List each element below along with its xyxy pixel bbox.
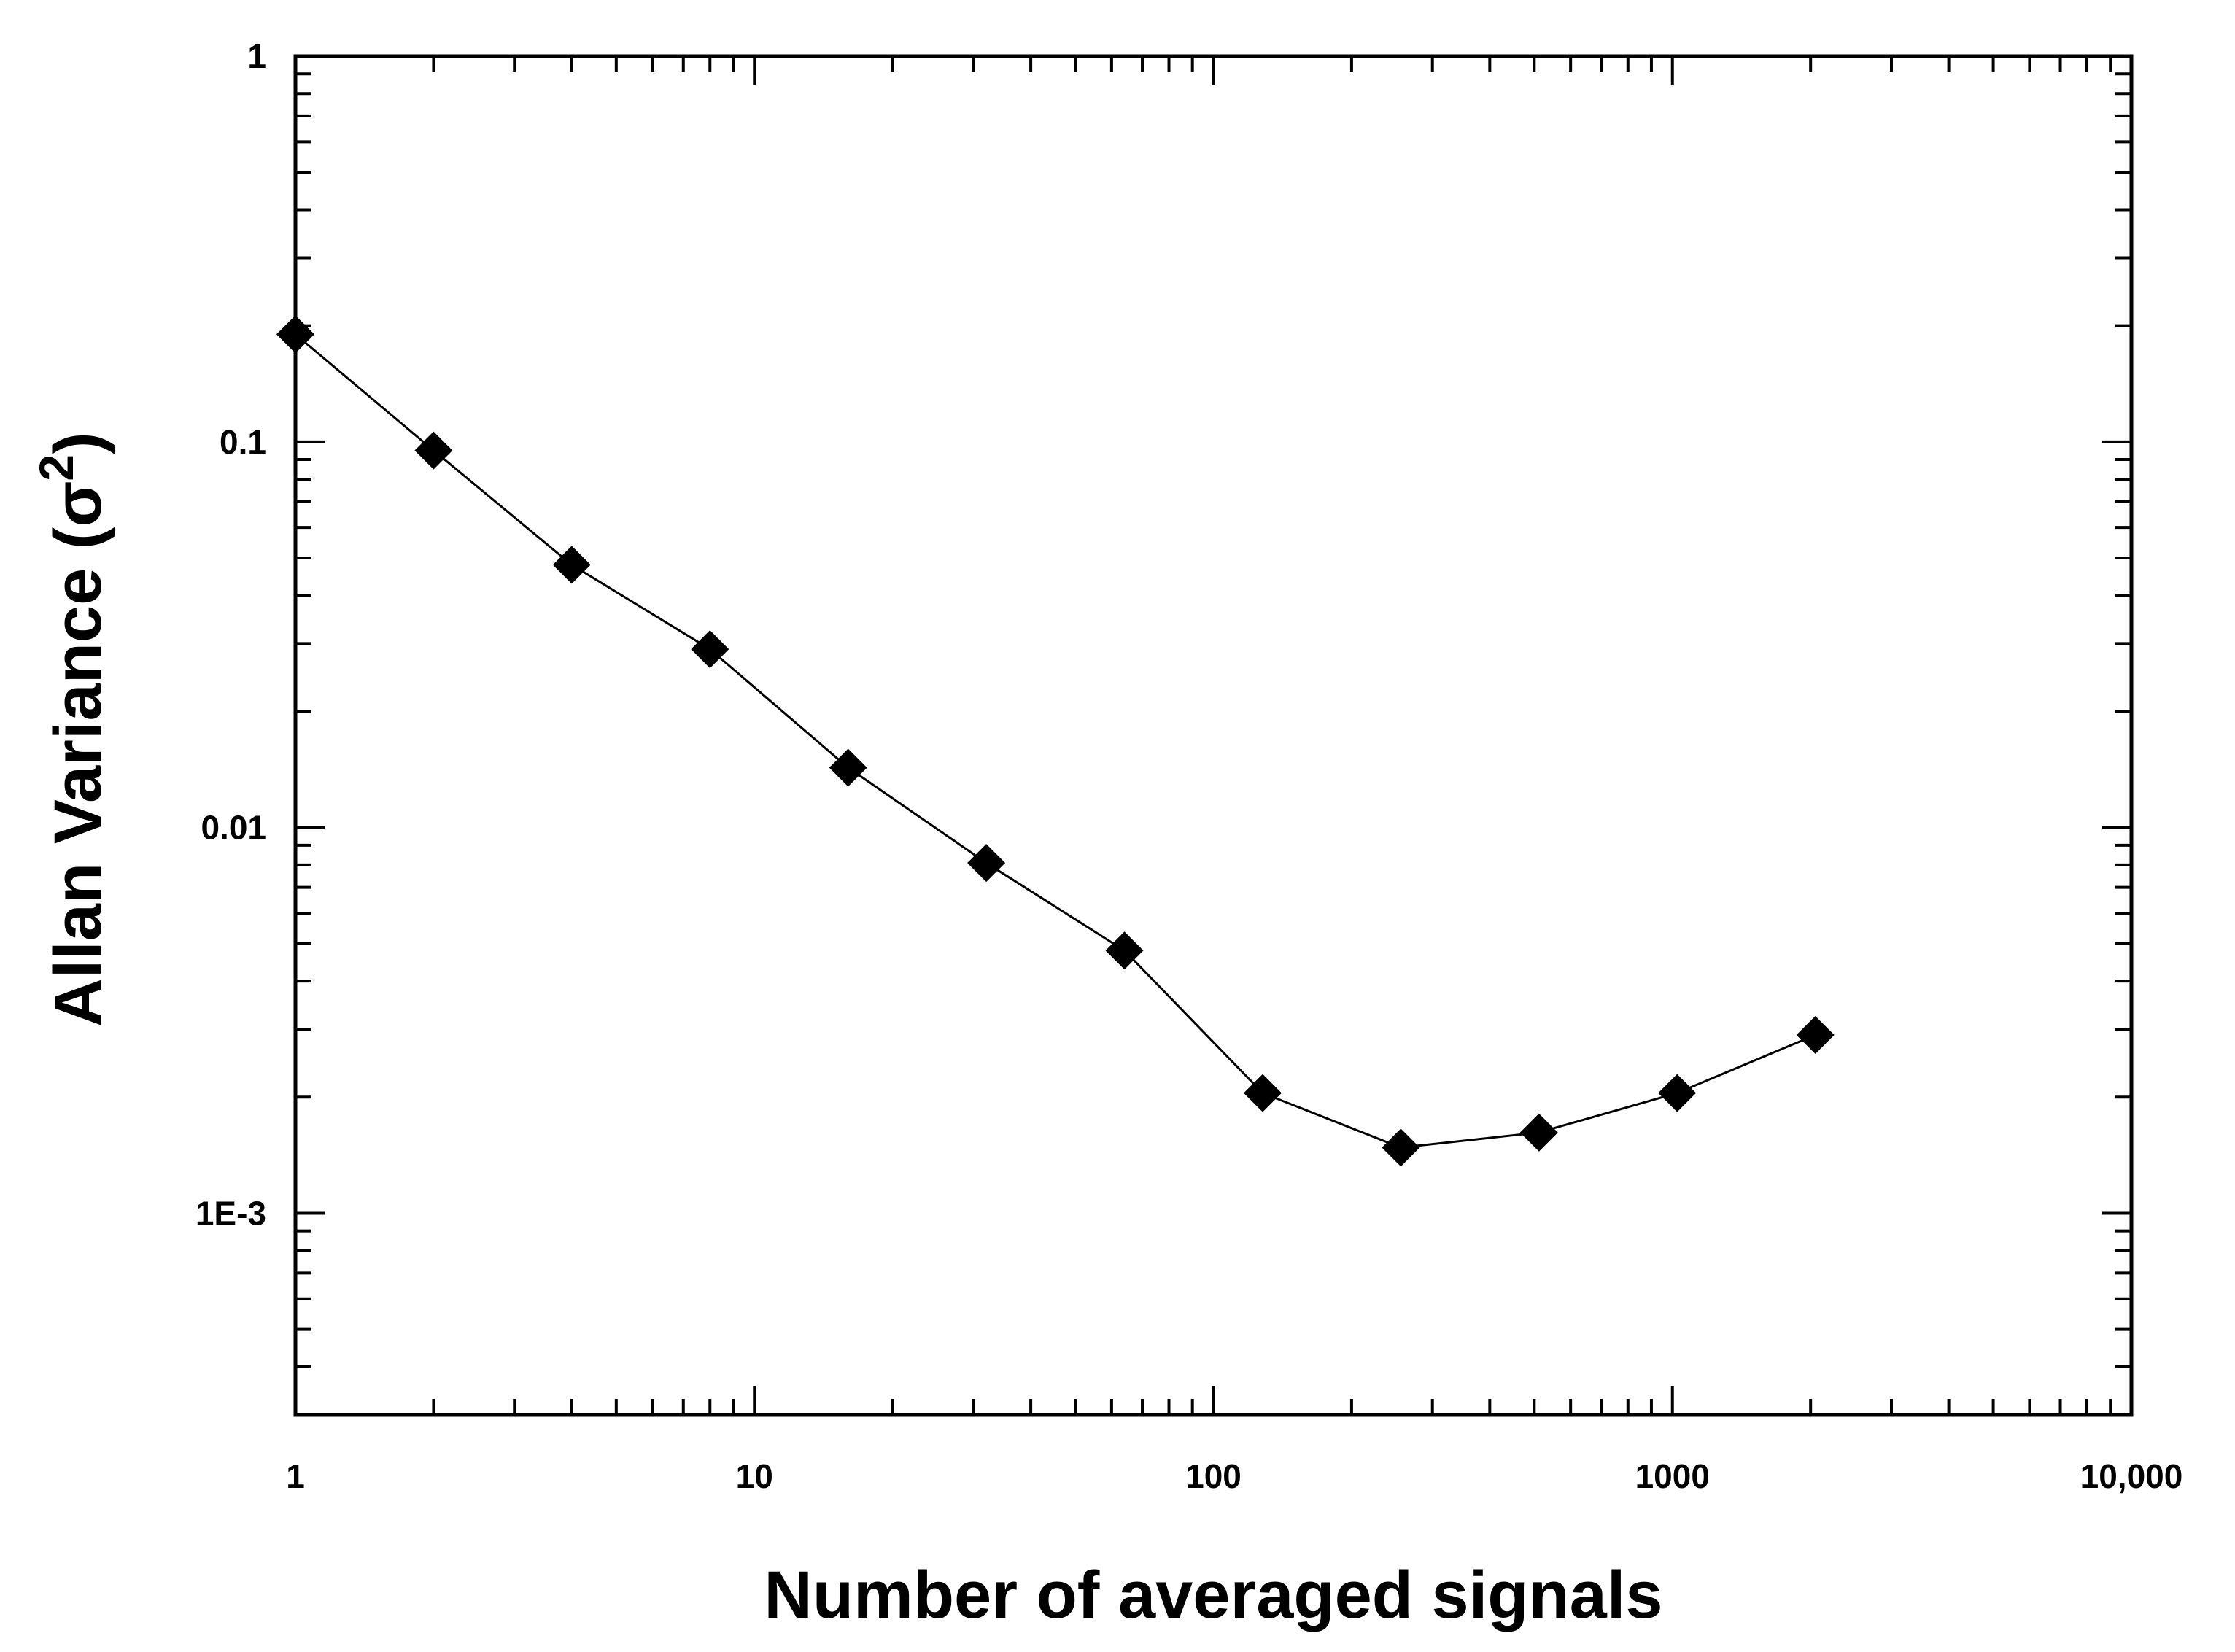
data-series (276, 315, 1835, 1167)
data-point-diamond (1382, 1128, 1420, 1167)
y-axis-title-close: ) (41, 432, 115, 454)
data-point-diamond (1105, 931, 1144, 970)
plot-frame (293, 54, 2134, 1417)
y-axis-title: Allan Variance (σ2) (29, 432, 115, 1027)
data-point-diamond (967, 844, 1006, 883)
y-tick-label: 1E-3 (195, 1194, 266, 1232)
x-tick-label: 1 (286, 1457, 305, 1495)
data-point-diamond (691, 630, 729, 669)
data-point-diamond (1658, 1074, 1697, 1112)
axis-tick-labels: 1 10 100 1000 10,000 1 0.1 0.01 1E-3 (195, 37, 2183, 1495)
y-tick-label: 0.01 (201, 809, 266, 847)
data-point-diamond (414, 431, 453, 470)
data-point-diamond (829, 748, 867, 787)
y-tick-label: 1 (247, 37, 266, 75)
y-axis-title-superscript: 2 (29, 454, 83, 481)
data-point-diamond (1519, 1113, 1558, 1152)
data-point-diamond (552, 546, 591, 584)
x-tick-label: 1000 (1635, 1457, 1710, 1495)
y-axis-title-text: Allan Variance ( (41, 527, 115, 1027)
x-tick-label: 10 (736, 1457, 773, 1495)
y-axis-title-symbol: σ (41, 481, 115, 527)
series-line (295, 333, 1816, 1149)
axis-ticks (294, 55, 2133, 1416)
y-tick-label: 0.1 (220, 423, 266, 461)
x-axis-title: Number of averaged signals (764, 1558, 1662, 1632)
data-point-diamond (1244, 1074, 1282, 1112)
x-tick-label: 10,000 (2080, 1457, 2183, 1495)
x-tick-label: 100 (1185, 1457, 1242, 1495)
data-point-diamond (1796, 1016, 1835, 1054)
